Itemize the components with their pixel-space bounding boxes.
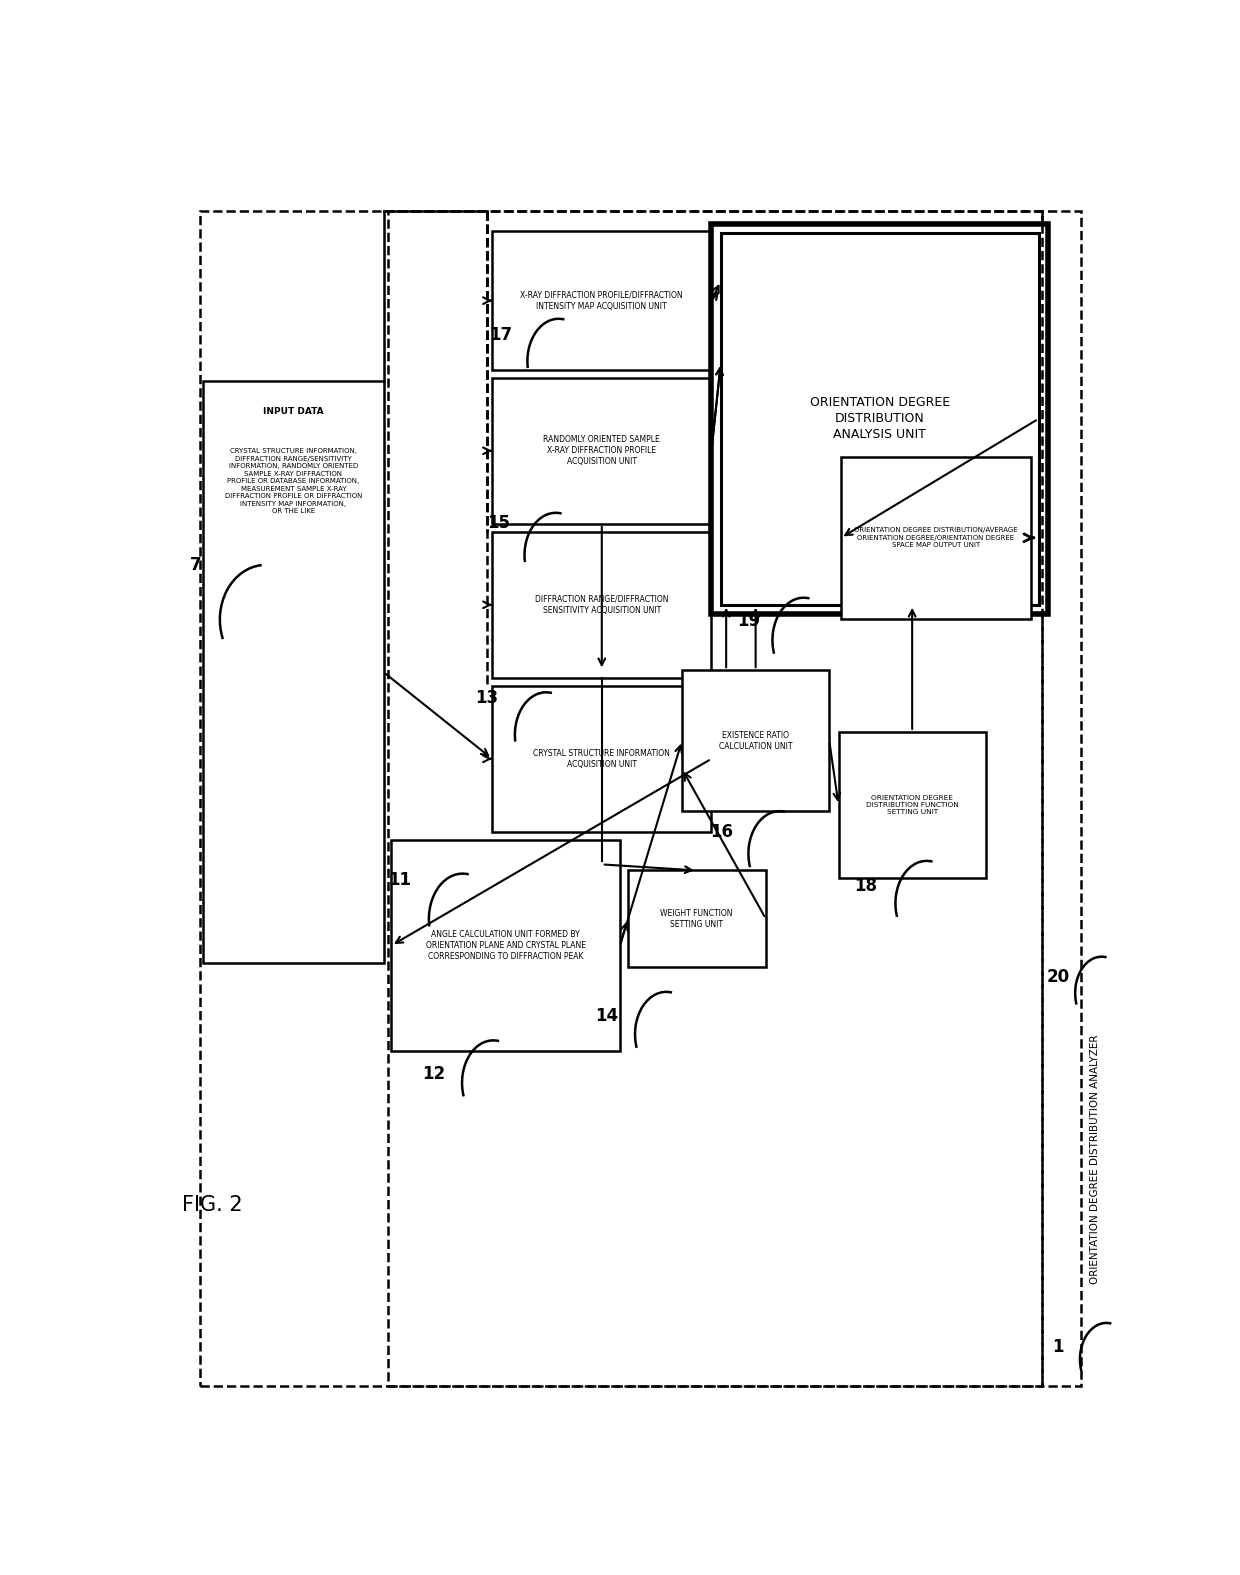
Text: ANGLE CALCULATION UNIT FORMED BY
ORIENTATION PLANE AND CRYSTAL PLANE
CORRESPONDI: ANGLE CALCULATION UNIT FORMED BY ORIENTA… [425,929,585,961]
Text: 18: 18 [854,877,878,895]
Bar [841,457,1030,619]
Text: 15: 15 [487,513,511,531]
Bar [682,671,830,811]
Text: 11: 11 [388,871,412,890]
Text: INPUT DATA: INPUT DATA [263,408,324,416]
Bar [712,224,1048,614]
Text: 19: 19 [738,611,760,630]
Text: 17: 17 [490,326,512,343]
Text: 12: 12 [422,1065,445,1084]
Bar [392,839,620,1052]
Bar [492,378,712,524]
Text: WEIGHT FUNCTION
SETTING UNIT: WEIGHT FUNCTION SETTING UNIT [661,909,733,929]
Text: 13: 13 [475,690,498,707]
Text: CRYSTAL STRUCTURE INFORMATION,
DIFFRACTION RANGE/SENSITIVITY
INFORMATION, RANDOM: CRYSTAL STRUCTURE INFORMATION, DIFFRACTI… [224,449,362,513]
Text: X-RAY DIFFRACTION PROFILE/DIFFRACTION
INTENSITY MAP ACQUISITION UNIT: X-RAY DIFFRACTION PROFILE/DIFFRACTION IN… [521,291,683,310]
Bar [627,871,766,967]
Text: RANDOMLY ORIENTED SAMPLE
X-RAY DIFFRACTION PROFILE
ACQUISITION UNIT: RANDOMLY ORIENTED SAMPLE X-RAY DIFFRACTI… [543,435,660,466]
Text: DIFFRACTION RANGE/DIFFRACTION
SENSITIVITY ACQUISITION UNIT: DIFFRACTION RANGE/DIFFRACTION SENSITIVIT… [534,595,668,614]
Bar [492,532,712,677]
Text: ORIENTATION DEGREE DISTRIBUTION/AVERAGE
ORIENTATION DEGREE/ORIENTATION DEGREE
SP: ORIENTATION DEGREE DISTRIBUTION/AVERAGE … [854,528,1018,548]
Text: 20: 20 [1047,969,1070,986]
Text: EXISTENCE RATIO
CALCULATION UNIT: EXISTENCE RATIO CALCULATION UNIT [719,731,792,751]
Text: ORIENTATION DEGREE DISTRIBUTION ANALYZER: ORIENTATION DEGREE DISTRIBUTION ANALYZER [1090,1035,1100,1284]
Bar [203,381,383,962]
Text: 1: 1 [1053,1339,1064,1356]
Bar [387,211,1043,1386]
Text: 7: 7 [190,556,201,573]
Text: ORIENTATION DEGREE
DISTRIBUTION
ANALYSIS UNIT: ORIENTATION DEGREE DISTRIBUTION ANALYSIS… [810,397,950,441]
Text: ORIENTATION DEGREE
DISTRIBUTION FUNCTION
SETTING UNIT: ORIENTATION DEGREE DISTRIBUTION FUNCTION… [866,794,959,816]
Bar [492,232,712,370]
Text: CRYSTAL STRUCTURE INFORMATION
ACQUISITION UNIT: CRYSTAL STRUCTURE INFORMATION ACQUISITIO… [533,748,671,769]
Text: 14: 14 [595,1006,619,1025]
Bar [492,685,712,832]
Bar [838,732,986,879]
Text: FIG. 2: FIG. 2 [182,1195,243,1216]
Text: 16: 16 [711,822,734,841]
Bar [720,233,1039,605]
